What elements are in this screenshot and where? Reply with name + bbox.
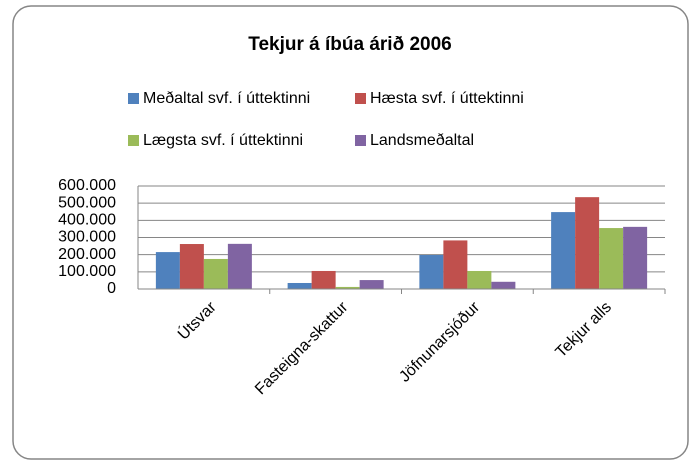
legend-swatch [128,135,139,146]
y-tick-label: 500.000 [58,194,116,211]
legend-label: Hæsta svf. í úttektinni [370,90,524,107]
bar [575,197,600,289]
y-tick-label: 0 [107,280,116,297]
bar [179,244,204,289]
bar [467,270,492,289]
legend-label: Lægsta svf. í úttektinni [143,132,303,149]
bar [491,281,516,289]
legend-swatch [355,93,366,104]
bar [419,255,444,289]
bar [623,226,648,289]
y-tick-label: 300.000 [58,229,116,246]
bar [599,228,624,289]
bar [227,243,252,289]
bar [443,240,468,289]
bar [311,270,336,289]
legend-swatch [355,135,366,146]
chart-frame [12,5,689,460]
y-tick-label: 600.000 [58,177,116,194]
bar [203,258,228,289]
y-tick-label: 200.000 [58,246,116,263]
legend-label: Meðaltal svf. í úttektinni [143,90,310,107]
bar [287,282,312,289]
bar [335,286,360,289]
y-tick-label: 100.000 [58,263,116,280]
legend-label: Landsmeðaltal [370,132,474,149]
legend-swatch [128,93,139,104]
chart-title: Tekjur á íbúa árið 2006 [248,34,451,55]
y-tick-label: 400.000 [58,212,116,229]
bar [551,212,576,289]
bar [359,280,384,289]
bar [155,252,180,289]
